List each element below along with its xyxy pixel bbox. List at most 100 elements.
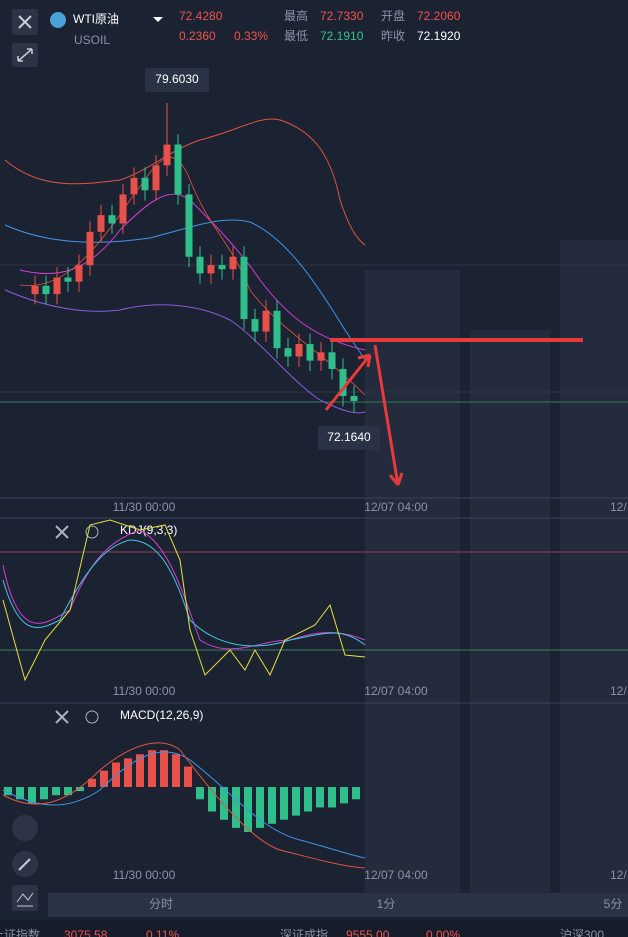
- period-tab[interactable]: 5分: [604, 897, 623, 911]
- symbol-code: USOIL: [74, 33, 110, 47]
- candle-body: [284, 348, 292, 357]
- candle-body: [152, 165, 160, 191]
- time-label: 12/: [610, 500, 627, 514]
- tool-button[interactable]: [12, 885, 38, 911]
- candle-body: [97, 215, 105, 232]
- stat-label: 开盘: [381, 8, 405, 23]
- candle-body: [317, 352, 325, 361]
- stat-label: 最高: [284, 8, 308, 23]
- macd-bar: [316, 787, 324, 808]
- bollinger-upper: [4, 118, 366, 246]
- candle-body: [119, 194, 127, 224]
- ticker-bar: [0, 920, 628, 937]
- macd-bar: [196, 787, 204, 800]
- macd-bar: [124, 758, 132, 787]
- drawn-arrow: [324, 353, 372, 411]
- stat-value: 72.7330: [320, 9, 364, 23]
- candle-body: [185, 194, 193, 257]
- drawn-arrow: [373, 344, 404, 486]
- macd-bar: [292, 787, 300, 816]
- macd-bar: [4, 787, 12, 796]
- macd-bar: [148, 750, 156, 787]
- high-tag: [145, 68, 209, 92]
- macd-bar: [28, 787, 36, 804]
- period-tab[interactable]: 分时: [149, 897, 173, 911]
- candles: [31, 103, 358, 412]
- stat-value: 72.1910: [320, 29, 364, 43]
- ticker-name: 上证指数: [0, 927, 40, 937]
- candle-body: [108, 215, 116, 224]
- time-label: 12/07 04:00: [364, 500, 428, 514]
- candle-body: [273, 310, 281, 349]
- time-label: 11/30 00:00: [113, 868, 176, 882]
- candle-body: [262, 310, 270, 332]
- macd-bar: [220, 787, 228, 820]
- macd-bar: [64, 787, 72, 796]
- time-label: 12/: [610, 684, 627, 698]
- macd-bar: [340, 787, 348, 804]
- period-tab[interactable]: 1分: [377, 897, 396, 911]
- low-tag: [318, 426, 380, 450]
- candle-body: [328, 352, 336, 369]
- stat-label: 最低: [284, 29, 308, 43]
- pen-icon: [18, 858, 31, 871]
- macd-bar: [280, 787, 288, 820]
- ticker-change: 0.11%: [146, 928, 179, 937]
- close-icon: [18, 15, 32, 29]
- candle-body: [207, 265, 215, 274]
- candle-body: [174, 144, 182, 195]
- macd-bar: [160, 750, 168, 787]
- low-label: 72.1640: [327, 430, 371, 444]
- time-label: 11/30 00:00: [113, 684, 176, 698]
- change-pct: 0.33%: [234, 29, 268, 43]
- candle-body: [251, 319, 259, 332]
- stat-label: 昨收: [381, 29, 405, 43]
- macd-bar: [184, 766, 192, 787]
- symbol-name[interactable]: WTI原油: [73, 12, 119, 26]
- candle-body: [295, 344, 303, 357]
- settings-icon[interactable]: [85, 710, 99, 724]
- settings-icon[interactable]: [85, 525, 99, 539]
- macd-bar: [136, 754, 144, 787]
- macd-bar: [40, 787, 48, 800]
- macd-bar: [352, 787, 360, 800]
- macd-bar: [328, 787, 336, 808]
- macd-bar: [256, 787, 264, 828]
- ticker-name: 沪深300: [560, 928, 604, 937]
- candle-body: [31, 285, 39, 295]
- stat-value: 72.1920: [417, 29, 461, 43]
- ticker-name: 深证成指: [280, 927, 328, 937]
- macd-bar: [52, 787, 60, 796]
- candle-body: [229, 256, 237, 270]
- indicator-icon: [16, 892, 34, 907]
- candle-body: [350, 395, 358, 401]
- macd-bar: [88, 778, 96, 787]
- kdj-k: [2, 539, 366, 647]
- macd-line: [2, 742, 366, 869]
- candle-body: [141, 177, 149, 191]
- kdj-j: [2, 519, 366, 682]
- bollinger-lower: [4, 289, 366, 414]
- macd-signal: [2, 751, 366, 859]
- stat-value: 72.2060: [417, 9, 461, 23]
- candle-body: [339, 368, 347, 396]
- macd-bar: [172, 754, 180, 787]
- candle-body: [163, 144, 171, 166]
- candle-body: [53, 277, 61, 295]
- macd-bar: [100, 770, 108, 787]
- time-label: 12/07 04:00: [364, 868, 428, 882]
- tool-button[interactable]: [12, 815, 38, 841]
- ticker-value: 3075.58: [64, 928, 108, 937]
- expand-icon: [17, 48, 33, 62]
- dropdown-caret[interactable]: [153, 17, 163, 22]
- candle-body: [130, 177, 138, 195]
- indicator-label: MACD(12,26,9): [120, 708, 203, 722]
- period-bar: [48, 893, 628, 917]
- close-indicator[interactable]: [55, 710, 69, 724]
- close-indicator[interactable]: [55, 525, 69, 539]
- macd-bar: [76, 787, 84, 792]
- candle-body: [306, 344, 314, 361]
